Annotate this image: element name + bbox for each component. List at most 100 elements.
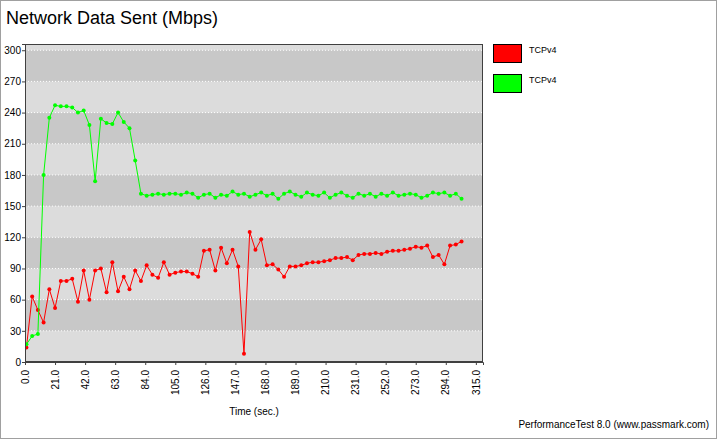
marker [105,290,109,294]
marker [374,195,378,199]
marker [282,275,286,279]
tick-label: 210 [4,138,21,149]
tick-mark [85,362,86,365]
marker [162,193,166,197]
marker [419,196,423,200]
marker [374,251,378,255]
marker [242,352,246,356]
tick-mark [296,362,297,365]
marker [368,252,372,256]
tick-mark [115,362,116,365]
tick: 84.0 [140,362,151,389]
legend: TCPv4 TCPv4 [494,45,557,93]
plot [25,103,464,355]
legend-label: TCPv4 [529,75,557,85]
grid-line [25,237,483,238]
marker [391,191,395,195]
marker [339,256,343,260]
marker [425,194,429,198]
marker [460,239,464,243]
marker [156,192,160,196]
legend-swatch [494,75,522,93]
tick: 150 [4,201,25,212]
grid-line [25,174,483,175]
marker [248,230,252,234]
tick-mark [175,362,176,365]
marker [156,276,160,280]
marker [288,190,292,194]
marker [179,193,183,197]
marker [402,248,406,252]
grid-line [25,50,483,51]
title: Network Data Sent (Mbps) [6,8,218,28]
marker [59,279,63,283]
marker [276,197,280,201]
marker [127,287,131,291]
tick-label: 273.0 [410,370,421,395]
grid-line [25,112,483,113]
tick-label: 147.0 [230,370,241,395]
tick: 252.0 [380,362,391,395]
tick-label: 63.0 [110,370,121,390]
marker [442,191,446,195]
tick-mark [22,268,25,269]
marker [328,258,332,262]
marker [30,295,34,299]
marker [316,260,320,264]
marker [231,248,235,252]
grid-band [25,237,483,268]
tick: 240 [4,107,25,118]
marker [253,248,257,252]
marker [431,191,435,195]
tick-mark [22,175,25,176]
marker [339,191,343,195]
marker [448,244,452,248]
legend-swatch [494,45,522,63]
tick: 42.0 [80,362,91,389]
tick-mark [22,300,25,301]
marker [408,247,412,251]
marker [368,192,372,196]
tick-mark [476,362,477,365]
marker [225,261,229,265]
marker [316,194,320,198]
grid-line [25,81,483,82]
marker [248,195,252,199]
marker [414,245,418,249]
marker [145,263,149,267]
marker [190,272,194,276]
legend-label: TCPv4 [529,45,557,55]
tick-label: 294.0 [440,370,451,395]
series [25,103,464,346]
marker [351,196,355,200]
line [26,232,461,354]
tick: 60 [10,294,25,305]
tick-mark [22,81,25,82]
tick-label: 252.0 [380,370,391,395]
marker [265,194,269,198]
marker [265,263,269,267]
marker [168,273,172,277]
tick-mark [22,362,25,363]
tick-label: 300 [4,45,21,56]
marker [208,192,212,196]
marker [328,196,332,200]
tick-label: 120 [4,232,21,243]
marker [208,248,212,252]
tick-mark [22,206,25,207]
marker [76,300,80,304]
marker [150,273,154,277]
marker [116,289,120,293]
marker [311,260,315,264]
legend-entry: TCPv4 [494,45,557,63]
background [1,1,717,439]
tick: 273.0 [410,362,421,395]
marker [65,104,69,108]
tick: 90 [10,263,25,274]
marker [93,269,97,273]
marker [196,275,200,279]
marker [236,193,240,197]
axis-line [26,363,484,366]
marker [236,264,240,268]
marker [185,270,189,274]
